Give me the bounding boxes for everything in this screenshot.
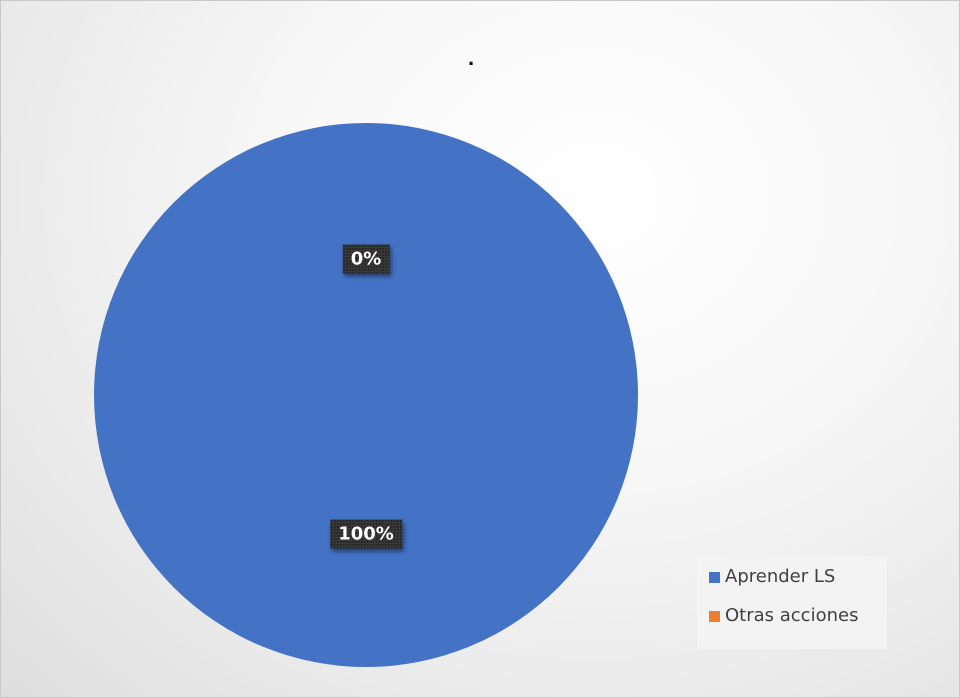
legend-item-aprender-ls: Aprender LS [709,566,887,588]
legend-label: Otras acciones [725,605,859,626]
legend-swatch-otras-acciones [709,610,720,622]
data-label-aprender-ls: 100% [330,519,402,549]
legend-label: Aprender LS [725,566,836,587]
legend-item-otras-acciones: Otras acciones [709,605,887,627]
chart-title: . [467,45,475,70]
data-label-otras-acciones: 0% [342,244,390,274]
pie-slice-aprender-ls [94,123,638,667]
pie-slices [94,123,638,667]
legend-swatch-aprender-ls [709,571,720,583]
legend: Aprender LS Otras acciones [697,556,887,649]
